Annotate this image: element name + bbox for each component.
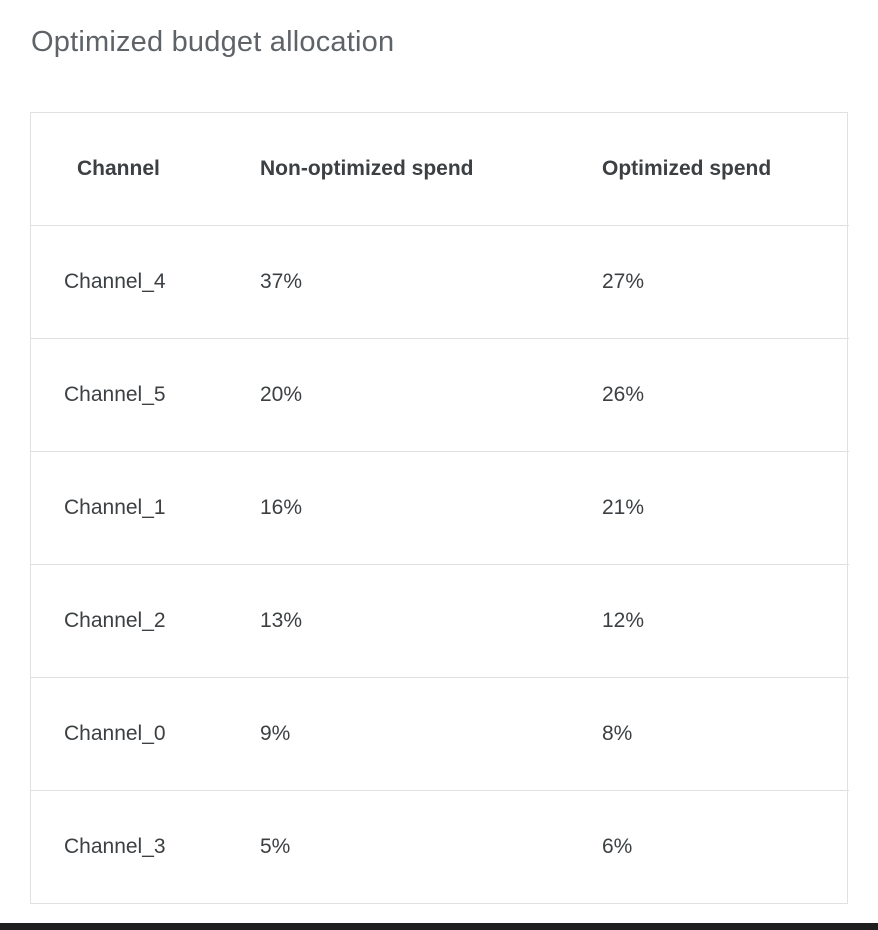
column-header-channel: Channel [31, 113, 260, 226]
column-header-optimized-spend: Optimized spend [602, 113, 849, 226]
cell-channel: Channel_4 [31, 225, 260, 339]
cell-channel: Channel_1 [31, 451, 260, 565]
table-row: Channel_0 9% 8% [31, 677, 849, 791]
table-row: Channel_3 5% 6% [31, 790, 849, 903]
cell-optimized-spend: 26% [602, 338, 849, 452]
bottom-divider-bar [0, 923, 878, 930]
budget-allocation-table-card: Channel Non-optimized spend Optimized sp… [30, 112, 849, 904]
cell-non-optimized-spend: 16% [260, 451, 602, 565]
budget-allocation-table: Channel Non-optimized spend Optimized sp… [31, 113, 849, 903]
cell-channel: Channel_5 [31, 338, 260, 452]
table-row: Channel_4 37% 27% [31, 225, 849, 339]
column-header-non-optimized-spend: Non-optimized spend [260, 113, 602, 226]
cell-optimized-spend: 8% [602, 677, 849, 791]
cell-channel: Channel_0 [31, 677, 260, 791]
cell-non-optimized-spend: 5% [260, 834, 291, 858]
cell-non-optimized-spend: 9% [260, 677, 602, 791]
table-header-row: Channel Non-optimized spend Optimized sp… [31, 113, 849, 226]
cell-non-optimized-spend: 20% [260, 338, 602, 452]
table-row: Channel_5 20% 26% [31, 338, 849, 452]
table-row: Channel_1 16% 21% [31, 451, 849, 565]
cell-optimized-spend: 27% [602, 225, 849, 339]
cell-channel: Channel_2 [31, 564, 260, 678]
cell-optimized-spend: 12% [602, 564, 849, 678]
table-row: Channel_2 13% 12% [31, 564, 849, 678]
table-header: Channel Non-optimized spend Optimized sp… [31, 113, 849, 226]
table-body: Channel_4 37% 27% Channel_5 20% 26% Chan… [31, 225, 849, 903]
cell-channel: Channel_3 [64, 834, 166, 858]
cell-optimized-spend: 6% [602, 834, 633, 858]
cell-non-optimized-spend: 37% [260, 225, 602, 339]
page-title: Optimized budget allocation [31, 26, 395, 58]
cell-optimized-spend: 21% [602, 451, 849, 565]
cell-non-optimized-spend: 13% [260, 564, 602, 678]
